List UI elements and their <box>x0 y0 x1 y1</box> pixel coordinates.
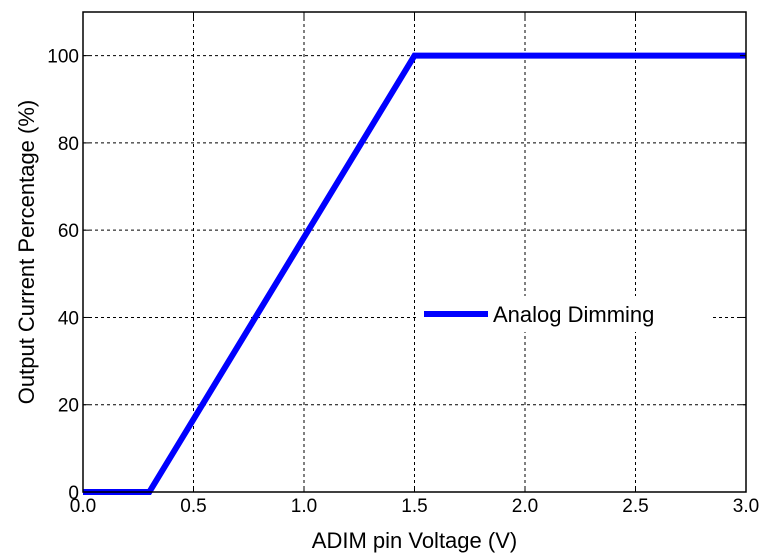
y-tick-label: 0 <box>68 483 79 504</box>
x-tick-label: 2.5 <box>622 496 648 517</box>
y-tick-label: 80 <box>58 134 79 155</box>
x-axis-title: ADIM pin Voltage (V) <box>312 528 517 553</box>
y-tick-label: 60 <box>58 221 79 242</box>
legend: Analog Dimming <box>418 296 710 332</box>
y-tick-label: 20 <box>58 396 79 417</box>
ticks: 0.0 0.5 1.0 1.5 2.0 2.5 3.0 0 20 40 60 80 100 <box>47 12 759 517</box>
x-tick-label: 0.5 <box>180 496 206 517</box>
x-tick-label: 1.0 <box>291 496 317 517</box>
y-axis-title: Output Current Percentage (%) <box>14 100 39 404</box>
y-tick-label: 40 <box>58 308 79 329</box>
grid <box>83 12 746 492</box>
y-tick-label: 100 <box>47 47 79 68</box>
x-tick-label: 3.0 <box>733 496 759 517</box>
x-tick-label: 1.5 <box>401 496 427 517</box>
x-tick-label: 2.0 <box>512 496 538 517</box>
x-tick-label: 0.0 <box>70 496 96 517</box>
legend-label: Analog Dimming <box>493 302 654 327</box>
